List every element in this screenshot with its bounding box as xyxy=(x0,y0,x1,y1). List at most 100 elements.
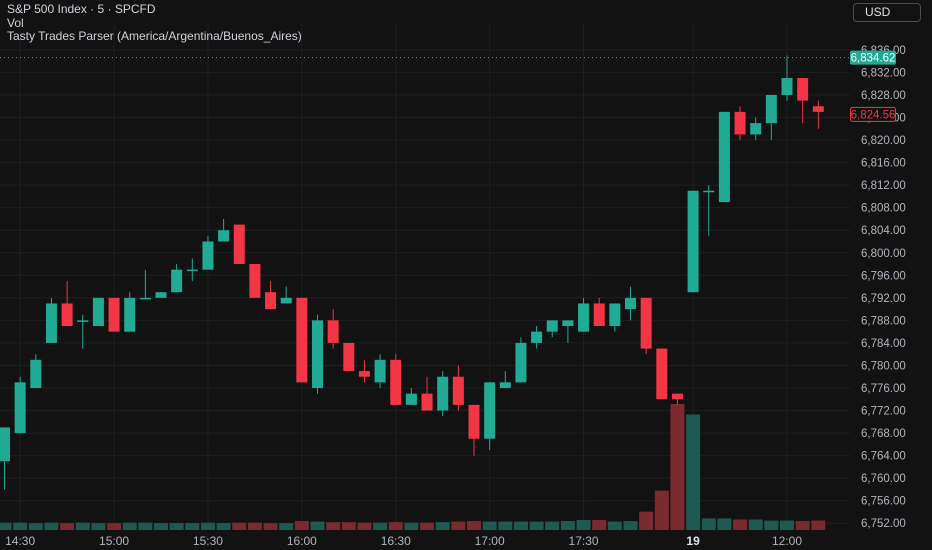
price-tick-label: 6,828.00 xyxy=(861,90,906,102)
volume-bar xyxy=(388,522,403,530)
time-tick-label: 15:00 xyxy=(99,534,129,548)
price-tick-label: 6,780.00 xyxy=(861,360,906,372)
price-tick-label: 6,764.00 xyxy=(861,451,906,463)
candle-body xyxy=(14,382,26,434)
volume-bar xyxy=(451,521,466,530)
price-tick-label: 6,788.00 xyxy=(861,315,906,327)
candle-body xyxy=(765,94,777,124)
candle-body xyxy=(233,224,245,265)
volume-bar xyxy=(545,521,560,530)
candle-body xyxy=(108,297,120,332)
high-price-tag xyxy=(850,50,896,65)
volume-bar xyxy=(467,521,481,530)
volume-bar xyxy=(795,521,810,530)
last-price-tag xyxy=(850,106,896,122)
candle-body xyxy=(45,303,57,343)
volume-bar xyxy=(279,523,294,530)
price-tick-label: 6,784.00 xyxy=(861,338,906,350)
candle-body xyxy=(171,269,183,293)
volume-bar xyxy=(670,404,685,530)
volume-bar xyxy=(404,522,419,530)
currency-button[interactable]: USD xyxy=(853,3,921,22)
symbol-title[interactable]: S&P 500 Index · 5 · SPCFD xyxy=(7,2,156,16)
volume-bar xyxy=(326,522,341,530)
volume-bar xyxy=(28,523,43,530)
time-tick-label: 14:30 xyxy=(5,534,35,548)
indicator-legend[interactable]: Tasty Trades Parser (America/Argentina/B… xyxy=(7,29,302,43)
price-tick-label: 6,752.00 xyxy=(861,518,906,530)
candle-body xyxy=(374,359,386,383)
candle-body xyxy=(390,359,402,405)
volume-bar xyxy=(60,523,75,530)
price-tick-label: 6,800.00 xyxy=(861,248,906,260)
volume-bar xyxy=(169,523,184,530)
volume-bar xyxy=(482,521,497,530)
volume-bar xyxy=(717,518,732,530)
volume-bar xyxy=(357,522,372,530)
volume-bar xyxy=(232,522,247,530)
price-tick-label: 6,832.00 xyxy=(861,67,906,79)
time-tick-label: 17:00 xyxy=(475,534,505,548)
candle-body xyxy=(452,376,464,405)
candle-body xyxy=(656,348,668,400)
price-candles xyxy=(0,55,824,490)
price-tick-label: 6,768.00 xyxy=(861,428,906,440)
volume-bar xyxy=(748,519,763,530)
volume-bar xyxy=(263,523,278,530)
volume-bar xyxy=(529,521,544,530)
volume-legend[interactable]: Vol xyxy=(7,15,24,30)
price-tick-label: 6,812.00 xyxy=(861,180,906,192)
volume-bar xyxy=(764,520,779,530)
chart-legend: S&P 500 Index · 5 · SPCFD Vol Tasty Trad… xyxy=(7,2,302,44)
candle-body xyxy=(812,106,824,112)
time-axis[interactable]: 14:30 15:00 15:30 16:00 16:30 17:00 17:30 19 12:… xyxy=(5,534,802,548)
candle-body xyxy=(578,303,590,332)
volume-bar xyxy=(13,522,28,530)
candle-body xyxy=(468,404,480,439)
time-tick-label: 17:30 xyxy=(569,534,599,548)
candle-body xyxy=(515,342,527,383)
candle-body xyxy=(593,303,605,327)
volume-bar xyxy=(701,518,716,530)
volume-bar xyxy=(107,523,122,530)
candle-body xyxy=(77,320,89,322)
volume-bar xyxy=(513,521,528,530)
candle-body xyxy=(312,320,323,388)
volume-bar xyxy=(247,522,262,530)
candle-body xyxy=(296,297,308,383)
volume-bar xyxy=(373,522,388,530)
high-price-label: 6,834.62 xyxy=(851,53,896,65)
volume-bar xyxy=(435,522,450,530)
volume-bar xyxy=(122,522,137,530)
candle-body xyxy=(640,297,652,349)
candle-body xyxy=(531,331,543,343)
candle-body xyxy=(562,320,574,327)
volume-bar xyxy=(560,521,575,530)
time-tick-label: 16:30 xyxy=(381,534,411,548)
volume-bar xyxy=(498,521,513,530)
volume-bar xyxy=(185,523,200,530)
volume-bar xyxy=(733,519,748,530)
volume-bar xyxy=(607,521,622,530)
candle-body xyxy=(437,376,449,411)
volume-bar xyxy=(341,522,356,530)
volume-bar xyxy=(780,520,794,530)
price-tick-label: 6,792.00 xyxy=(861,293,906,305)
price-tick-label: 6,796.00 xyxy=(861,270,906,282)
candle-body xyxy=(499,382,511,388)
price-tags: 6,834.62 6,824.56 xyxy=(850,50,896,122)
candle-body xyxy=(718,111,730,203)
time-tick-label: 12:00 xyxy=(772,534,802,548)
candle-body xyxy=(155,292,167,298)
last-price-label: 6,824.56 xyxy=(851,109,896,121)
candle-body xyxy=(0,427,10,462)
price-tick-label: 6,816.00 xyxy=(861,158,906,170)
volume-bar xyxy=(310,521,325,530)
volume-bar xyxy=(200,522,215,530)
volume-bar xyxy=(420,522,435,530)
volume-bar xyxy=(0,522,12,530)
candle-body xyxy=(327,320,339,343)
volume-bar xyxy=(654,490,669,530)
candle-body xyxy=(625,297,636,310)
